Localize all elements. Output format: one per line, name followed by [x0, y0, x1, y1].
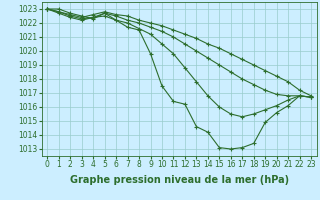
X-axis label: Graphe pression niveau de la mer (hPa): Graphe pression niveau de la mer (hPa) — [70, 175, 289, 185]
